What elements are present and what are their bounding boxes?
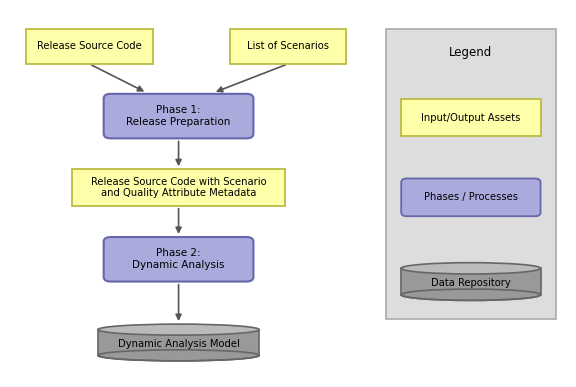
FancyBboxPatch shape bbox=[230, 29, 346, 64]
FancyBboxPatch shape bbox=[386, 29, 556, 319]
FancyBboxPatch shape bbox=[104, 94, 253, 139]
Ellipse shape bbox=[98, 350, 259, 361]
Text: Legend: Legend bbox=[449, 46, 492, 59]
Text: Input/Output Assets: Input/Output Assets bbox=[421, 113, 521, 123]
FancyBboxPatch shape bbox=[26, 29, 153, 64]
Text: Dynamic Analysis Model: Dynamic Analysis Model bbox=[118, 339, 240, 349]
FancyBboxPatch shape bbox=[104, 237, 253, 282]
Text: Phase 2:
Dynamic Analysis: Phase 2: Dynamic Analysis bbox=[132, 248, 225, 270]
Text: Phase 1:
Release Preparation: Phase 1: Release Preparation bbox=[126, 105, 231, 127]
Ellipse shape bbox=[401, 289, 540, 300]
Text: Release Source Code with Scenario
and Quality Attribute Metadata: Release Source Code with Scenario and Qu… bbox=[91, 177, 266, 199]
FancyBboxPatch shape bbox=[401, 99, 540, 136]
FancyBboxPatch shape bbox=[72, 170, 285, 206]
Ellipse shape bbox=[401, 263, 540, 274]
Ellipse shape bbox=[98, 324, 259, 335]
FancyBboxPatch shape bbox=[401, 178, 540, 216]
Bar bbox=[98, 330, 259, 355]
Text: Phases / Processes: Phases / Processes bbox=[424, 192, 518, 202]
Bar bbox=[401, 268, 540, 295]
Text: Release Source Code: Release Source Code bbox=[37, 41, 142, 51]
Text: List of Scenarios: List of Scenarios bbox=[247, 41, 329, 51]
Text: Data Repository: Data Repository bbox=[431, 278, 511, 288]
